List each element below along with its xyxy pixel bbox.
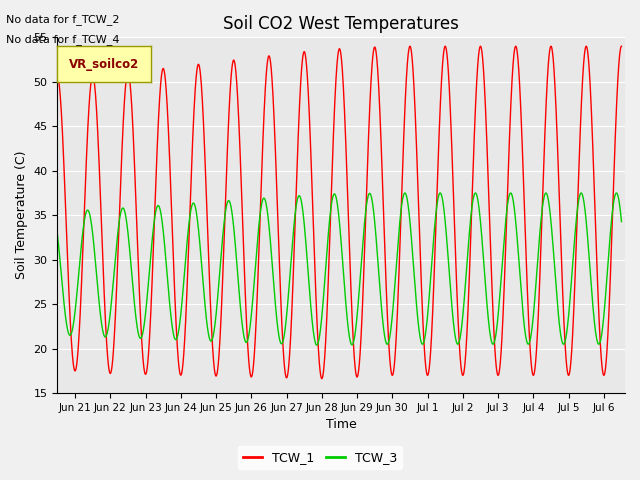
TCW_3 bbox=[313, 342, 321, 348]
TCW_1 bbox=[259, 139, 267, 145]
TCW_1 bbox=[606, 277, 614, 283]
Line: TCW_3: TCW_3 bbox=[40, 193, 621, 345]
TCW_1 bbox=[102, 331, 110, 336]
TCW_1 bbox=[36, 368, 44, 374]
TCW_3 bbox=[618, 219, 625, 225]
Legend: TCW_1, TCW_3: TCW_1, TCW_3 bbox=[237, 446, 403, 469]
TCW_1 bbox=[618, 43, 625, 49]
TCW_1 bbox=[284, 369, 292, 375]
TCW_1 bbox=[318, 376, 326, 382]
TCW_3 bbox=[284, 297, 292, 302]
TCW_3 bbox=[606, 232, 614, 238]
X-axis label: Time: Time bbox=[326, 419, 356, 432]
TCW_1 bbox=[544, 72, 552, 78]
TCW_3 bbox=[36, 309, 44, 314]
Line: TCW_1: TCW_1 bbox=[40, 46, 621, 379]
TCW_1 bbox=[137, 317, 145, 323]
TCW_3 bbox=[137, 336, 145, 341]
TCW_3 bbox=[259, 197, 267, 203]
TCW_3 bbox=[612, 190, 620, 196]
Y-axis label: Soil Temperature (C): Soil Temperature (C) bbox=[15, 151, 28, 279]
Text: No data for f_TCW_2: No data for f_TCW_2 bbox=[6, 14, 120, 25]
TCW_3 bbox=[544, 193, 552, 199]
Title: Soil CO2 West Temperatures: Soil CO2 West Temperatures bbox=[223, 15, 459, 33]
Text: No data for f_TCW_4: No data for f_TCW_4 bbox=[6, 34, 120, 45]
TCW_3 bbox=[102, 333, 110, 339]
